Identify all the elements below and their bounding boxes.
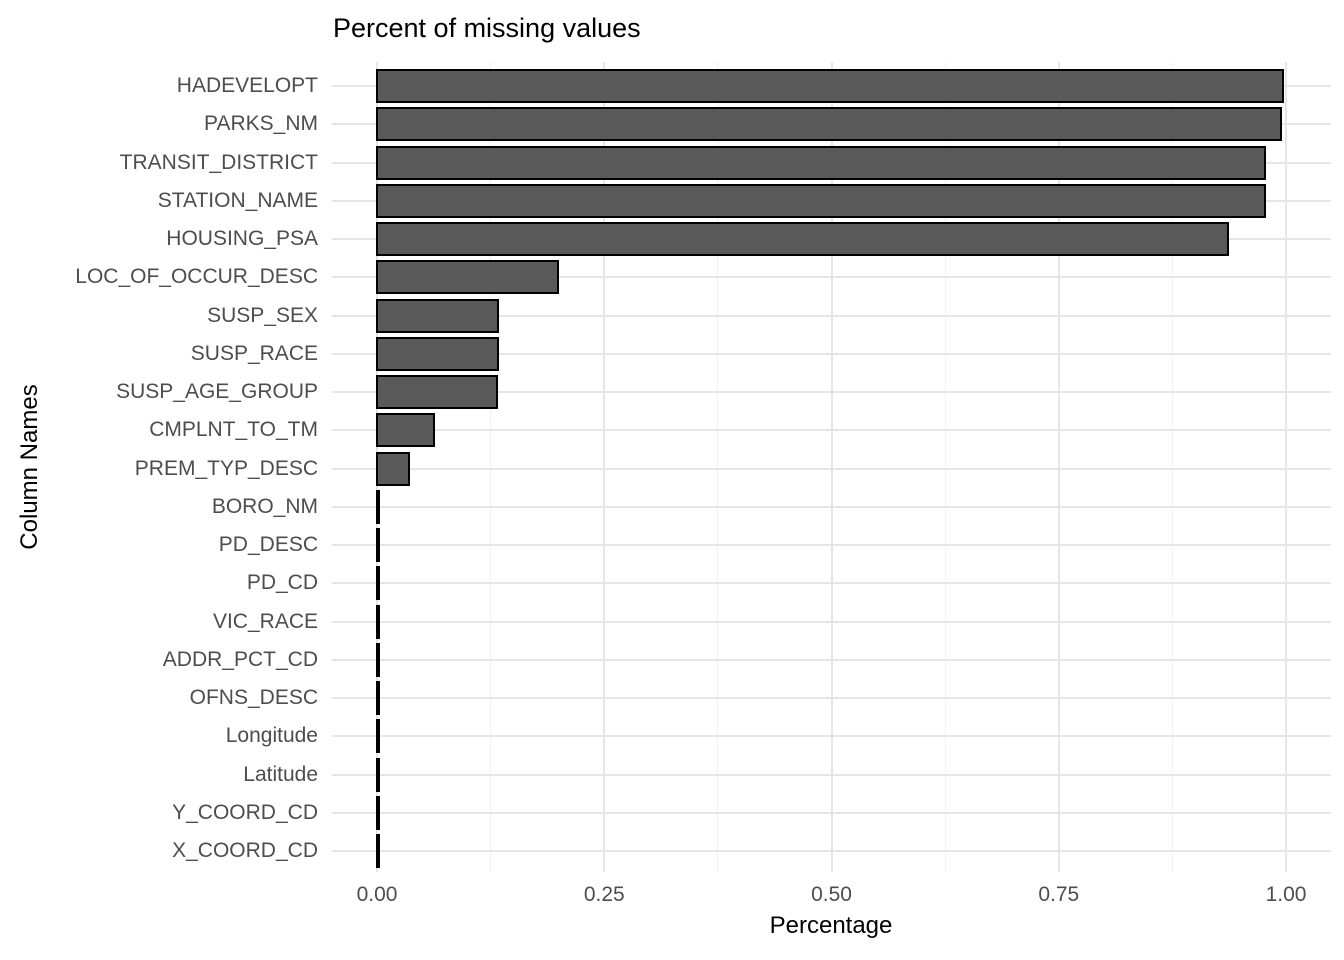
category-label: LOC_OF_OCCUR_DESC [75, 265, 318, 289]
gridline-major-horizontal [332, 850, 1331, 852]
gridline-major-vertical [603, 62, 606, 872]
bar [376, 413, 436, 448]
category-label: OFNS_DESC [189, 686, 318, 709]
category-label: SUSP_SEX [207, 303, 318, 327]
gridline-major-horizontal [332, 391, 1331, 393]
gridline-major-horizontal [332, 429, 1331, 432]
plot-panel [332, 62, 1331, 872]
x-tick-label: 0.25 [583, 883, 625, 906]
category-label: HOUSING_PSA [166, 227, 318, 250]
bar [376, 642, 380, 677]
category-label: Longitude [225, 724, 318, 748]
category-label: PD_DESC [218, 533, 318, 556]
bar [376, 298, 499, 333]
gridline-minor-vertical [1171, 62, 1173, 872]
category-label: HADEVELOPT [176, 74, 318, 97]
bar [376, 604, 380, 639]
gridline-minor-vertical [944, 62, 946, 872]
category-label: BORO_NM [211, 494, 318, 518]
category-label: Y_COORD_CD [172, 800, 318, 824]
bar [376, 795, 380, 830]
gridline-major-horizontal [332, 352, 1331, 355]
gridline-major-horizontal [332, 582, 1331, 585]
bar [376, 145, 1267, 180]
gridline-major-horizontal [332, 467, 1331, 470]
bar [376, 107, 1283, 142]
bar [376, 834, 380, 868]
bar [376, 528, 380, 562]
gridline-major-vertical [830, 62, 833, 872]
bar [376, 183, 1267, 218]
category-label: TRANSIT_DISTRICT [119, 150, 318, 174]
bar [376, 681, 380, 715]
category-label: PD_CD [246, 571, 318, 595]
gridline-major-horizontal [332, 314, 1331, 317]
x-tick-label: 1.00 [1265, 883, 1307, 906]
category-label: CMPLNT_TO_TM [149, 418, 318, 442]
category-label: STATION_NAME [157, 188, 318, 212]
bar [376, 719, 380, 754]
gridline-major-horizontal [332, 697, 1331, 699]
bar [376, 489, 380, 524]
category-label: PARKS_NM [204, 112, 318, 136]
x-axis-title: Percentage [769, 912, 893, 939]
category-label: X_COORD_CD [172, 839, 318, 862]
x-tick-label: 0.50 [811, 883, 852, 906]
gridline-major-horizontal [332, 276, 1331, 279]
bar [376, 375, 498, 409]
gridline-major-horizontal [332, 811, 1331, 814]
bar [376, 69, 1285, 103]
category-label: SUSP_RACE [190, 341, 318, 365]
gridline-major-horizontal [332, 620, 1331, 623]
category-label: SUSP_AGE_GROUP [116, 380, 318, 403]
category-label: Latitude [243, 762, 318, 786]
category-label: VIC_RACE [212, 609, 318, 633]
bar [376, 222, 1229, 256]
gridline-major-horizontal [332, 544, 1331, 546]
bar [376, 451, 410, 486]
bar [376, 757, 380, 792]
gridline-major-vertical [1057, 62, 1060, 872]
gridline-major-horizontal [332, 773, 1331, 776]
x-tick-label: 0.75 [1038, 883, 1080, 906]
x-tick-label: 0.00 [356, 883, 398, 906]
category-label: PREM_TYP_DESC [134, 456, 318, 480]
gridline-minor-vertical [717, 62, 719, 872]
gridline-major-horizontal [332, 658, 1331, 661]
bar [376, 260, 559, 295]
bar [376, 566, 380, 601]
gridline-minor-vertical [490, 62, 492, 872]
bar [376, 336, 499, 371]
category-label: ADDR_PCT_CD [162, 647, 318, 671]
gridline-major-horizontal [332, 735, 1331, 738]
gridline-major-horizontal [332, 505, 1331, 508]
chart-title: Percent of missing values [333, 13, 641, 43]
gridline-major-vertical [1285, 62, 1287, 872]
